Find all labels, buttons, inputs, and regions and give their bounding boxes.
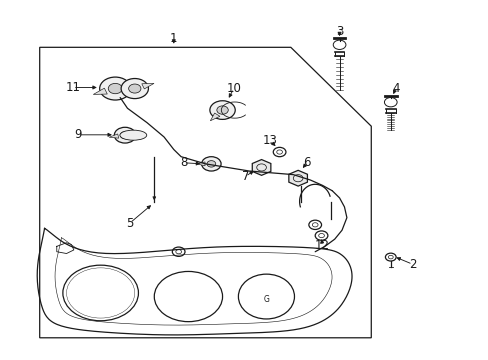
Circle shape (100, 77, 131, 100)
Polygon shape (142, 84, 154, 89)
Text: 13: 13 (262, 134, 277, 147)
Text: 8: 8 (180, 156, 187, 169)
Text: 1: 1 (170, 32, 177, 45)
Polygon shape (210, 113, 220, 121)
Circle shape (201, 157, 221, 171)
Circle shape (114, 127, 136, 143)
Text: 10: 10 (226, 82, 241, 95)
Circle shape (206, 161, 215, 167)
Polygon shape (93, 88, 107, 94)
Text: 3: 3 (335, 25, 343, 38)
Polygon shape (196, 162, 204, 166)
Circle shape (128, 84, 141, 93)
Polygon shape (252, 159, 270, 175)
Text: 2: 2 (408, 258, 416, 271)
Ellipse shape (120, 130, 146, 140)
Text: 4: 4 (391, 82, 399, 95)
Polygon shape (288, 170, 307, 186)
Text: 5: 5 (126, 216, 133, 230)
Text: 7: 7 (241, 170, 249, 183)
Text: 12: 12 (314, 239, 329, 252)
Text: 11: 11 (65, 81, 80, 94)
Text: 6: 6 (303, 156, 310, 169)
Circle shape (120, 132, 130, 139)
Circle shape (216, 106, 228, 114)
Polygon shape (109, 134, 119, 138)
Circle shape (121, 78, 148, 99)
Circle shape (209, 101, 235, 120)
Text: 9: 9 (74, 128, 81, 141)
Circle shape (108, 84, 122, 94)
Text: G: G (263, 294, 269, 303)
